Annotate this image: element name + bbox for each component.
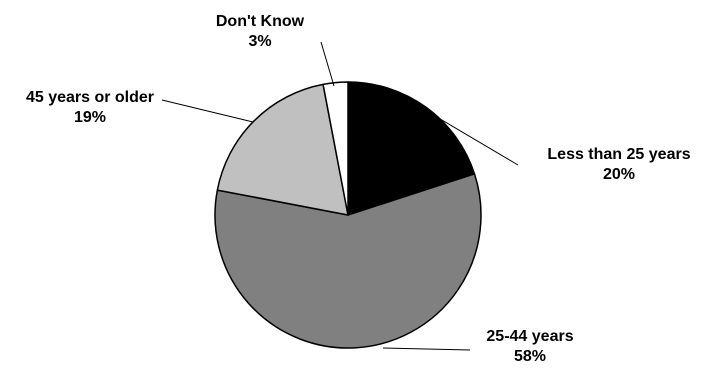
label-less-than-25-name: Less than 25 years — [547, 146, 691, 163]
leader-line-25-44-years — [382, 347, 471, 351]
pie-slice-less-than-25-years — [347, 81, 476, 216]
label-dont-know-value: 3% — [248, 33, 272, 50]
label-less-than-25: Less than 25 years 20% — [519, 145, 718, 185]
label-dont-know-name: Don't Know — [215, 13, 305, 30]
label-25-44-name: 25-44 years — [486, 328, 574, 345]
label-45-older: 45 years or older 19% — [5, 88, 175, 128]
label-45-older-name: 45 years or older — [25, 89, 155, 106]
pie-slice-25-44-years — [214, 173, 482, 349]
leader-line-45-years-or-older — [161, 99, 254, 123]
leader-line-don-t-know — [320, 41, 335, 87]
leader-line-less-than-25-years — [424, 109, 519, 166]
label-dont-know: Don't Know 3% — [185, 12, 335, 52]
pie-slice-45-years-or-older — [216, 83, 349, 216]
pie-slice-don-t-know — [322, 81, 349, 216]
label-25-44-value: 58% — [513, 348, 547, 365]
label-45-older-value: 19% — [73, 109, 107, 126]
label-25-44: 25-44 years 58% — [455, 327, 605, 367]
label-less-than-25-value: 20% — [602, 166, 636, 183]
